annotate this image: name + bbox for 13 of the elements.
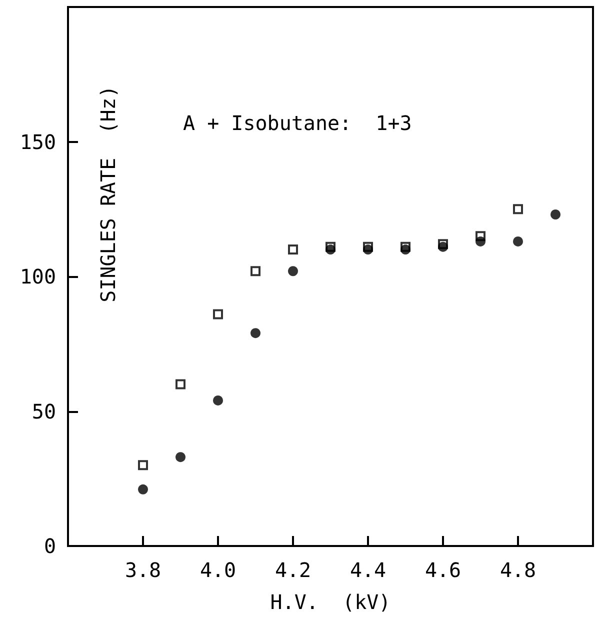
- x-tick-label: 3.8: [124, 558, 162, 582]
- x-tick-label: 4.2: [274, 558, 312, 582]
- x-tick-label: 4.4: [350, 558, 386, 582]
- y-tick-label: 0: [44, 534, 56, 558]
- x-axis-title: H.V. (kV): [270, 590, 391, 614]
- y-axis-title: SINGLES RATE (Hz): [96, 86, 120, 302]
- y-tick-label: 150: [20, 130, 56, 154]
- x-tick-label: 4.0: [200, 558, 236, 582]
- annotation: A + Isobutane: 1+3: [183, 111, 412, 135]
- y-tick-label: 50: [32, 399, 56, 424]
- x-tick-label: 4.8: [500, 558, 536, 582]
- x-tick-label: 4.6: [424, 558, 462, 582]
- y-tick-label: 100: [20, 264, 56, 288]
